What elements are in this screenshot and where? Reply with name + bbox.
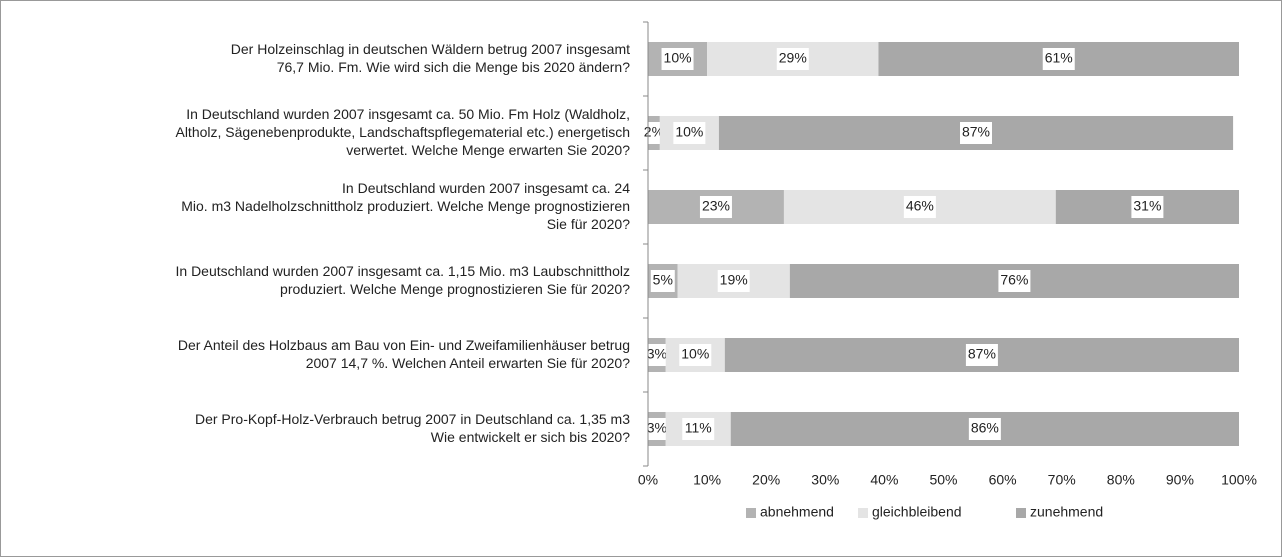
category-label: In Deutschland wurden 2007 insgesamt ca.…: [181, 180, 630, 232]
data-label: 10%: [664, 50, 692, 66]
data-label-bg: [903, 196, 936, 218]
data-label: 3%: [647, 346, 667, 362]
legend-label: zunehmend: [1030, 504, 1103, 520]
x-tick-label: 70%: [1048, 472, 1076, 488]
data-label-bg: [644, 344, 669, 366]
data-label: 11%: [685, 420, 712, 436]
data-label-bg: [673, 122, 706, 144]
data-label: 10%: [675, 124, 703, 140]
category-label: In Deutschland wurden 2007 insgesamt ca.…: [176, 263, 631, 297]
data-label-bg: [699, 196, 732, 218]
data-label: 23%: [702, 198, 730, 214]
x-tick-label: 80%: [1107, 472, 1135, 488]
x-tick-label: 20%: [752, 472, 780, 488]
x-tick-label: 100%: [1221, 472, 1257, 488]
data-label: 19%: [720, 272, 748, 288]
legend-label: gleichbleibend: [872, 504, 962, 520]
data-label-bg: [998, 270, 1031, 292]
data-label: 86%: [971, 420, 999, 436]
legend-label: abnehmend: [760, 504, 834, 520]
category-label: Der Pro-Kopf-Holz-Verbrauch betrug 2007 …: [195, 411, 630, 445]
legend-swatch: [858, 508, 868, 518]
x-tick-label: 10%: [693, 472, 721, 488]
data-label: 87%: [962, 124, 990, 140]
data-label-bg: [1042, 48, 1075, 70]
data-label-bg: [717, 270, 750, 292]
data-label: 3%: [647, 420, 667, 436]
data-label: 76%: [1000, 272, 1028, 288]
legend-swatch: [746, 508, 756, 518]
data-label-bg: [1131, 196, 1164, 218]
x-tick-label: 60%: [989, 472, 1017, 488]
category-label: Der Anteil des Holzbaus am Bau von Ein- …: [178, 337, 630, 371]
data-label: 31%: [1133, 198, 1161, 214]
data-label-bg: [682, 418, 715, 440]
data-label-bg: [776, 48, 809, 70]
x-tick-label: 90%: [1166, 472, 1194, 488]
data-label-bg: [968, 418, 1001, 440]
data-label: 2%: [644, 124, 664, 140]
data-label: 10%: [681, 346, 709, 362]
data-label-bg: [960, 122, 993, 144]
x-tick-label: 40%: [870, 472, 898, 488]
data-label-bg: [965, 344, 998, 366]
data-label: 46%: [906, 198, 934, 214]
data-label: 87%: [968, 346, 996, 362]
category-label: In Deutschland wurden 2007 insgesamt ca.…: [175, 106, 630, 158]
data-label: 29%: [779, 50, 807, 66]
x-tick-label: 50%: [929, 472, 957, 488]
data-label-bg: [650, 270, 675, 292]
data-label-bg: [644, 418, 669, 440]
x-tick-label: 30%: [811, 472, 839, 488]
legend-swatch: [1016, 508, 1026, 518]
data-label: 61%: [1045, 50, 1073, 66]
data-label-bg: [679, 344, 712, 366]
category-label: Der Holzeinschlag in deutschen Wäldern b…: [231, 41, 630, 75]
x-tick-label: 0%: [638, 472, 658, 488]
data-label-bg: [661, 48, 694, 70]
data-label: 5%: [653, 272, 673, 288]
